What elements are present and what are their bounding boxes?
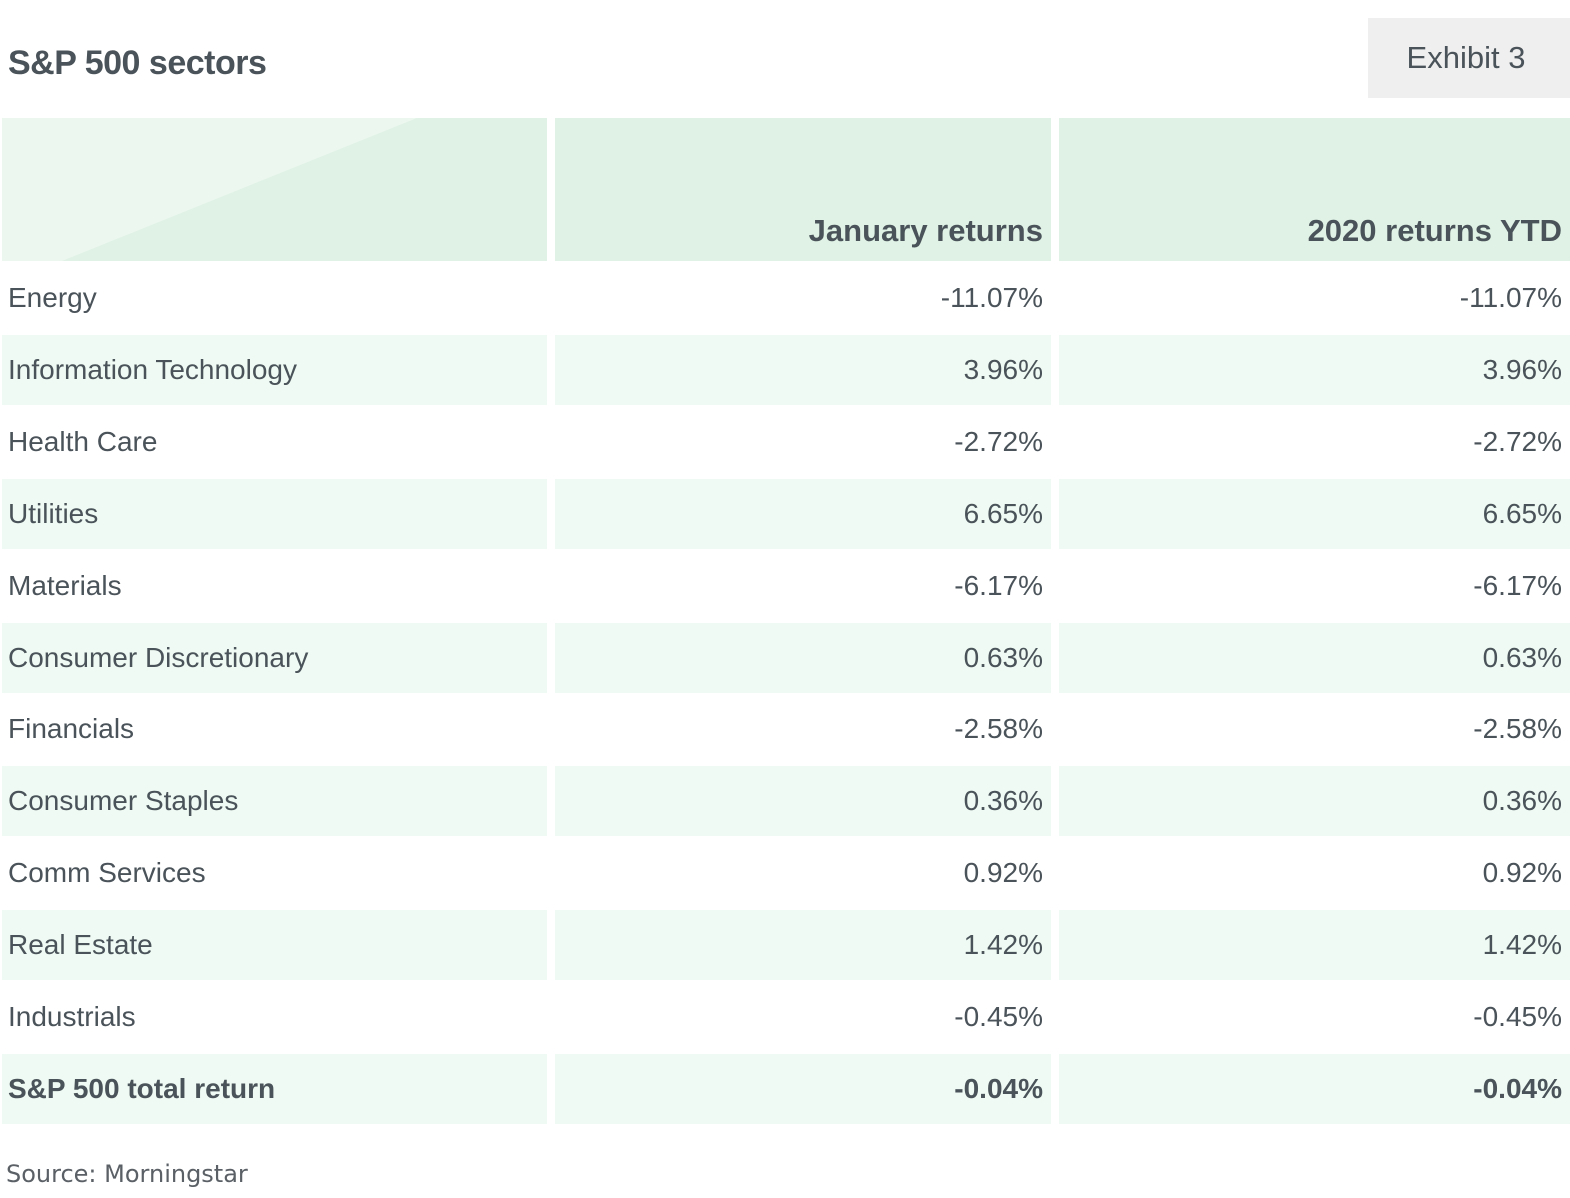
table-cell: -0.04% [555,1054,1051,1124]
row-label: Information Technology [2,335,547,405]
table-cell: -2.58% [954,713,1043,744]
table-cell: 0.92% [963,857,1043,888]
table-cell: 1.42% [555,910,1051,980]
table-cell: 1.42% [1059,910,1570,980]
row-label: Consumer Discretionary [2,623,547,693]
table-cell: -6.17% [1473,570,1562,601]
table-cell: -2.72% [1473,426,1562,457]
table-cell: -0.04% [1059,1054,1570,1124]
header-corner-decoration [2,118,547,261]
column-header: January returns [555,118,1051,261]
row-label: Energy [8,282,97,313]
table-cell: 0.63% [555,623,1051,693]
source-note: Source: Morningstar [6,1160,248,1188]
table-cell: -11.07% [940,282,1043,313]
table-cell: -0.45% [954,1001,1043,1032]
row-label: Materials [8,570,122,601]
chart-title: S&P 500 sectors [8,44,267,82]
table-cell: 6.65% [555,479,1051,549]
row-label: Financials [8,713,135,744]
table-cell: -2.72% [954,426,1043,457]
row-label: Utilities [2,479,547,549]
table-cell: 3.96% [555,335,1051,405]
row-label: Industrials [8,1001,136,1032]
table-cell: 0.63% [1059,623,1570,693]
table-cell: -2.58% [1473,713,1562,744]
table-cell: -0.45% [1473,1001,1562,1032]
table-cell: -11.07% [1459,282,1562,313]
row-label: Comm Services [8,857,206,888]
column-header: 2020 returns YTD [1059,118,1570,261]
table-cell: 6.65% [1059,479,1570,549]
table-cell: 0.36% [555,766,1051,836]
row-label: S&P 500 total return [2,1054,547,1124]
table-cell: 3.96% [1059,335,1570,405]
table-cell: 0.92% [1482,857,1562,888]
row-label: Consumer Staples [2,766,547,836]
row-label: Real Estate [2,910,547,980]
table-cell: -6.17% [954,570,1043,601]
row-label: Health Care [8,426,158,457]
exhibit-label: Exhibit 3 [1368,18,1570,98]
table-cell: 0.36% [1059,766,1570,836]
